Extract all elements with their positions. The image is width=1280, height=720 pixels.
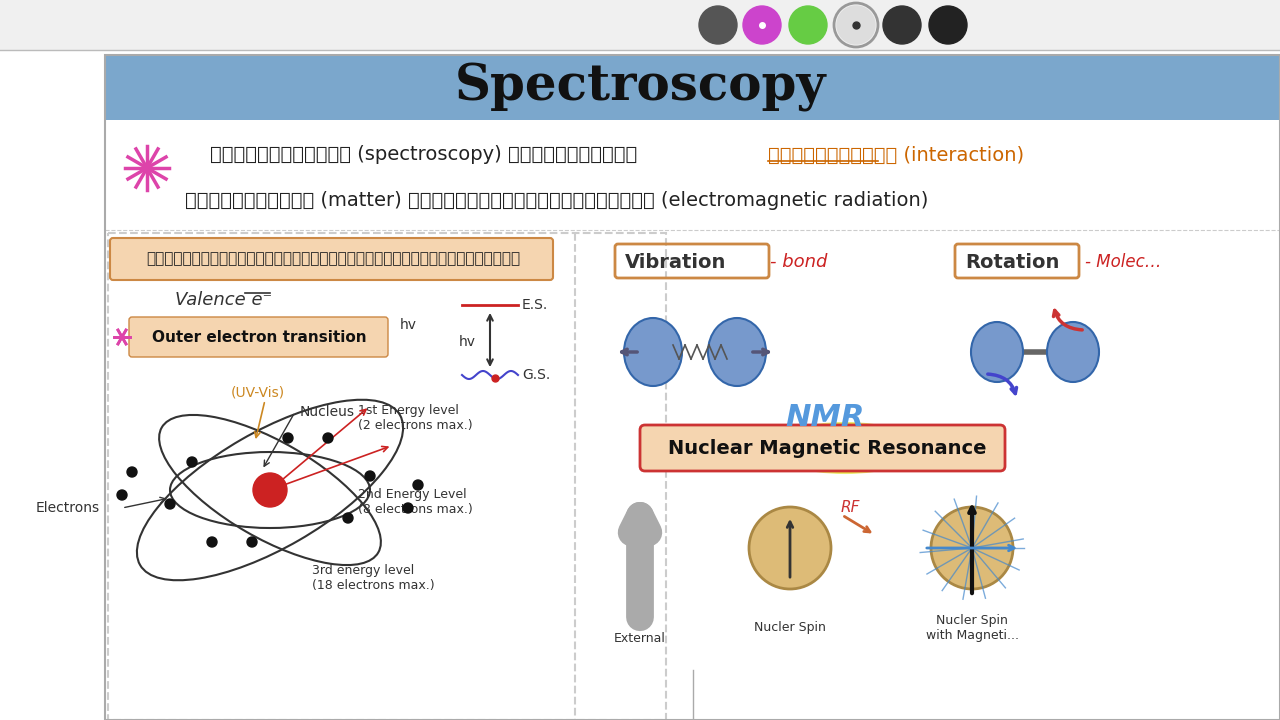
Circle shape [699,6,737,44]
Circle shape [165,499,175,509]
Text: 1st Energy level
(2 electrons max.): 1st Energy level (2 electrons max.) [358,404,472,432]
Circle shape [929,6,966,44]
Circle shape [207,537,218,547]
Circle shape [127,467,137,477]
Text: Outer electron transition: Outer electron transition [152,330,366,344]
FancyBboxPatch shape [108,233,666,720]
Text: Spectroscopy: Spectroscopy [454,63,826,112]
Text: 2nd Energy Level
(8 electrons max.): 2nd Energy Level (8 electrons max.) [358,488,472,516]
Circle shape [343,513,353,523]
Circle shape [788,6,827,44]
Text: hv: hv [399,318,417,332]
Ellipse shape [771,423,919,473]
Text: Nucler Spin
with Magneti...: Nucler Spin with Magneti... [925,614,1019,642]
Circle shape [837,6,876,44]
Text: (UV-Vis): (UV-Vis) [230,385,285,399]
Text: Valence e⁻: Valence e⁻ [175,291,273,309]
Text: G.S.: G.S. [522,368,550,382]
Circle shape [403,503,413,513]
FancyBboxPatch shape [640,425,1005,471]
Circle shape [413,480,422,490]
Text: ระหว่างสสาร (matter) และรังสีแม่เหล็กไฟฟ้า (electromagnetic radiation): ระหว่างสสาร (matter) และรังสีแม่เหล็กไฟฟ… [186,191,928,210]
Text: - Molec…: - Molec… [1085,253,1161,271]
Text: Rotation: Rotation [965,253,1060,271]
Text: External: External [614,631,666,644]
FancyBboxPatch shape [0,0,1280,50]
Ellipse shape [1047,322,1100,382]
Circle shape [187,457,197,467]
FancyBboxPatch shape [129,317,388,357]
Circle shape [742,6,781,44]
FancyBboxPatch shape [105,55,1280,120]
Text: อันตรกิริยา (interaction): อันตรกิริยา (interaction) [768,145,1024,164]
Circle shape [323,433,333,443]
Ellipse shape [749,507,831,589]
Ellipse shape [931,507,1012,589]
Text: hv: hv [460,335,476,349]
Text: RF: RF [840,500,860,516]
Text: สเปกโทรสโกปี (spectroscopy) คือการศึกษา: สเปกโทรสโกปี (spectroscopy) คือการศึกษา [210,145,637,164]
Ellipse shape [972,322,1023,382]
Text: E.S.: E.S. [522,298,548,312]
Text: Vibration: Vibration [625,253,726,271]
FancyBboxPatch shape [110,238,553,280]
Circle shape [116,490,127,500]
Circle shape [365,471,375,481]
Circle shape [883,6,922,44]
FancyBboxPatch shape [105,120,1280,720]
Circle shape [253,473,287,507]
Text: อันตรกิริยาของอะตอมหรือโมเลกุลที่มีต่อแสง: อันตรกิริยาของอะตอมหรือโมเลกุลที่มีต่อแส… [146,251,520,266]
Text: 3rd energy level
(18 electrons max.): 3rd energy level (18 electrons max.) [312,564,435,592]
Ellipse shape [625,318,682,386]
Text: - bond: - bond [771,253,827,271]
Text: NMR: NMR [786,403,865,433]
Text: Electrons: Electrons [36,501,100,515]
Text: Nucler Spin: Nucler Spin [754,621,826,634]
Text: Nucleus: Nucleus [300,405,355,419]
Ellipse shape [708,318,765,386]
Circle shape [283,433,293,443]
Circle shape [247,537,257,547]
Text: Nuclear Magnetic Resonance: Nuclear Magnetic Resonance [668,438,987,457]
